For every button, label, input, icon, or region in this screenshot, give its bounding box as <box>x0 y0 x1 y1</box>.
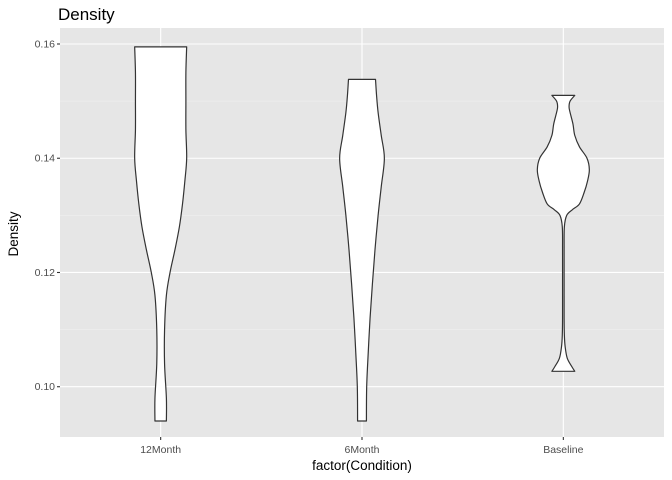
y-tick-label: 0.16 <box>35 38 56 50</box>
x-axis-title: factor(Condition) <box>312 458 412 473</box>
violin-6month <box>339 78 385 422</box>
x-tick-label: 12Month <box>140 444 181 456</box>
y-axis: 0.10 0.12 0.14 0.16 <box>35 38 60 393</box>
x-tick-label: 6Month <box>344 444 379 456</box>
violin-12month <box>134 46 188 422</box>
violins <box>134 46 590 422</box>
chart-title: Density <box>58 5 115 24</box>
y-axis-title: Density <box>6 211 21 256</box>
y-tick-label: 0.14 <box>35 153 56 165</box>
y-tick-label: 0.12 <box>35 267 56 279</box>
x-tick-label: Baseline <box>543 444 583 456</box>
y-tick-label: 0.10 <box>35 381 56 393</box>
x-axis: 12Month 6Month Baseline <box>140 437 584 456</box>
violin-baseline <box>536 94 590 372</box>
